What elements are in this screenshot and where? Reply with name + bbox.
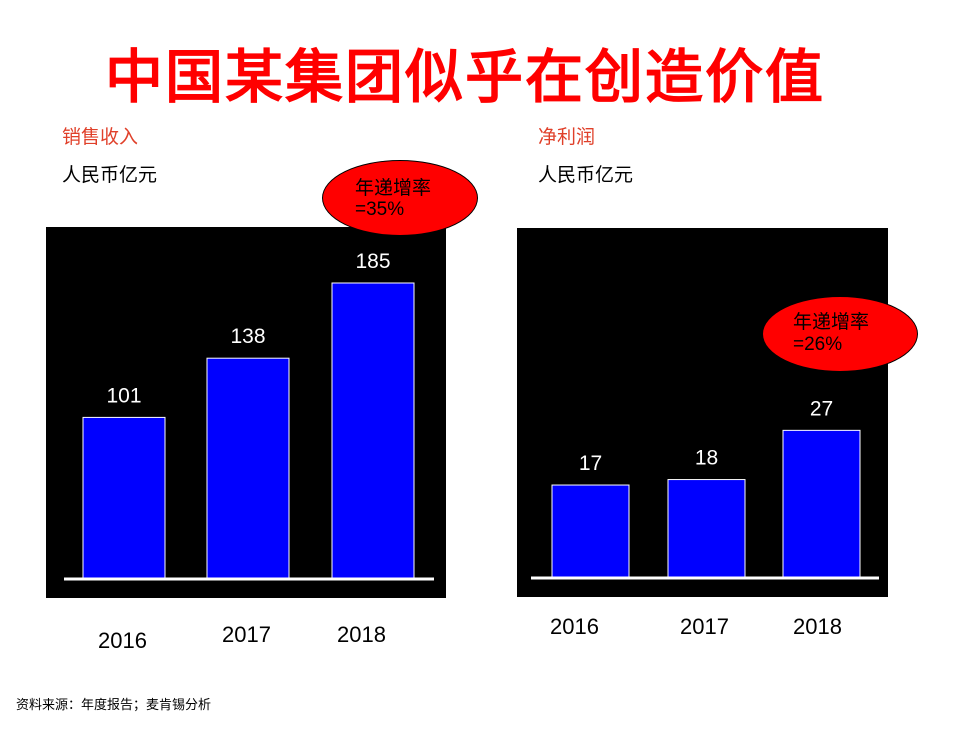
profit-value-label-2016: 17 xyxy=(579,452,602,475)
revenue-growth-value: =35% xyxy=(355,199,405,220)
profit-bar-2016 xyxy=(551,484,630,579)
revenue-bar-2018 xyxy=(331,282,415,580)
profit-chart-panel: 17 18 27 xyxy=(517,228,888,597)
revenue-year-2017: 2017 xyxy=(222,622,271,647)
revenue-year-2018: 2018 xyxy=(337,622,386,647)
profit-year-2016: 2016 xyxy=(550,614,599,639)
profit-value-label-2018: 27 xyxy=(810,397,833,420)
source-note: 资料来源：年度报告；麦肯锡分析 xyxy=(16,698,212,713)
revenue-chart-panel: 101 138 185 xyxy=(46,227,446,598)
profit-value-label-2017: 18 xyxy=(695,447,718,470)
profit-chart-title: 净利润 xyxy=(538,126,596,148)
profit-growth-label: 年递增率 xyxy=(793,311,870,333)
revenue-bar-2017 xyxy=(206,357,290,580)
revenue-growth-bubble: 年递增率 =35% xyxy=(322,160,478,236)
revenue-unit-label: 人民币亿元 xyxy=(62,164,158,186)
revenue-year-2016: 2016 xyxy=(98,628,147,653)
revenue-value-label-2018: 185 xyxy=(355,250,390,273)
profit-chart: 17 18 27 xyxy=(531,397,879,580)
profit-bar-2018 xyxy=(782,429,861,579)
profit-unit-label: 人民币亿元 xyxy=(538,164,634,186)
profit-bar-2017 xyxy=(667,479,746,579)
profit-year-2017: 2017 xyxy=(680,614,729,639)
revenue-growth-label: 年递增率 xyxy=(355,177,432,199)
page-title: 中国某集团似乎在创造价值 xyxy=(104,43,825,111)
revenue-chart-title: 销售收入 xyxy=(62,126,139,148)
revenue-value-label-2016: 101 xyxy=(106,384,141,407)
revenue-chart: 101 138 185 xyxy=(64,250,434,581)
profit-year-2018: 2018 xyxy=(793,614,842,639)
profit-growth-value: =26% xyxy=(793,334,843,355)
revenue-value-label-2017: 138 xyxy=(230,325,265,348)
profit-growth-bubble: 年递增率 =26% xyxy=(762,296,918,372)
revenue-bar-2016 xyxy=(82,416,166,580)
